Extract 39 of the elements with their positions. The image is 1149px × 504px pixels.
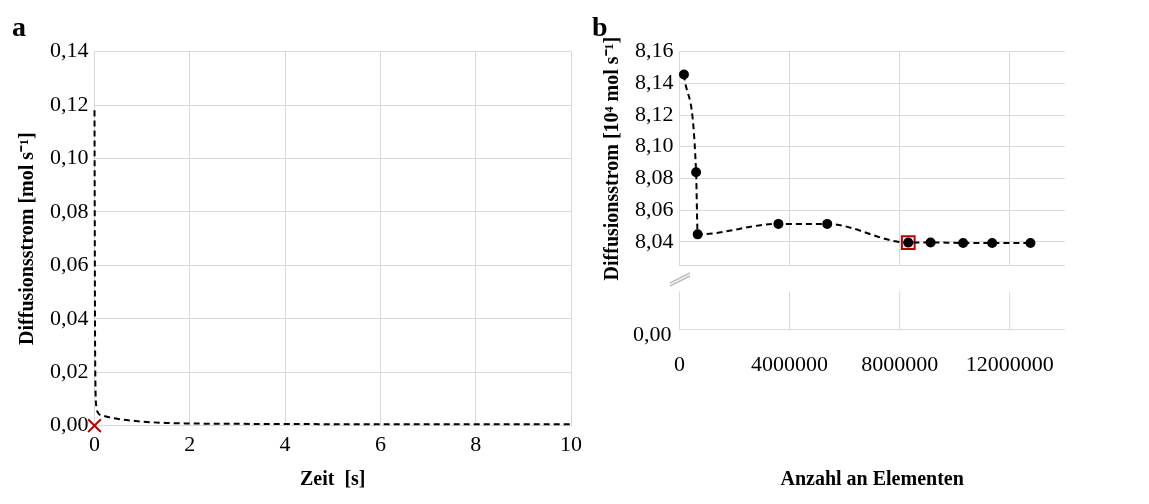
y-tick-label: 0,14 (50, 37, 89, 63)
point (773, 218, 784, 229)
x-tick-label: 4 (279, 430, 291, 456)
point (925, 237, 936, 248)
y-tick-label: 0,02 (50, 357, 89, 383)
y-tick-label: 8,04 (635, 227, 674, 253)
point (678, 69, 689, 80)
point (822, 218, 833, 229)
y-tick-label: 8,10 (635, 132, 674, 158)
y-tick-label: 8,14 (635, 69, 674, 95)
x-tick-label: 8000000 (861, 350, 939, 376)
y-axis-title: Diffusionsstrom [mol s⁻¹] (15, 132, 38, 345)
y-tick-label: 0,10 (50, 144, 89, 170)
y-tick-label: 0,00 (50, 411, 89, 437)
y-tick-label: 8,08 (635, 164, 674, 190)
point (1025, 237, 1036, 248)
x-axis-title: Anzahl an Elementen (780, 467, 964, 490)
x-tick-label: 8 (470, 430, 482, 456)
x-tick-label: 4000000 (751, 350, 829, 376)
y-tick-label: 8,12 (635, 100, 674, 126)
x-tick-label: 6 (374, 430, 386, 456)
y-tick-label: 0,06 (50, 251, 89, 277)
x-tick-label: 12000000 (965, 350, 1054, 376)
x-axis-title: Zeit [s] (299, 467, 366, 490)
x-tick-label: 2 (184, 430, 196, 456)
point (958, 237, 969, 248)
line-series (93, 109, 572, 426)
y-tick-label: 8,06 (635, 195, 674, 221)
y-tick-label: 8,16 (635, 37, 674, 63)
x-tick-label: 10 (560, 430, 582, 456)
y-tick-label: 0,08 (50, 197, 89, 223)
point (692, 229, 703, 240)
chart-title: a (12, 11, 26, 43)
y-tick-label: 0,04 (50, 304, 89, 330)
point (987, 237, 998, 248)
y-tick-label: 0,12 (50, 90, 89, 116)
x-tick-label: 0 (674, 350, 685, 376)
x-tick-label: 0 (89, 430, 100, 456)
point (691, 167, 702, 178)
